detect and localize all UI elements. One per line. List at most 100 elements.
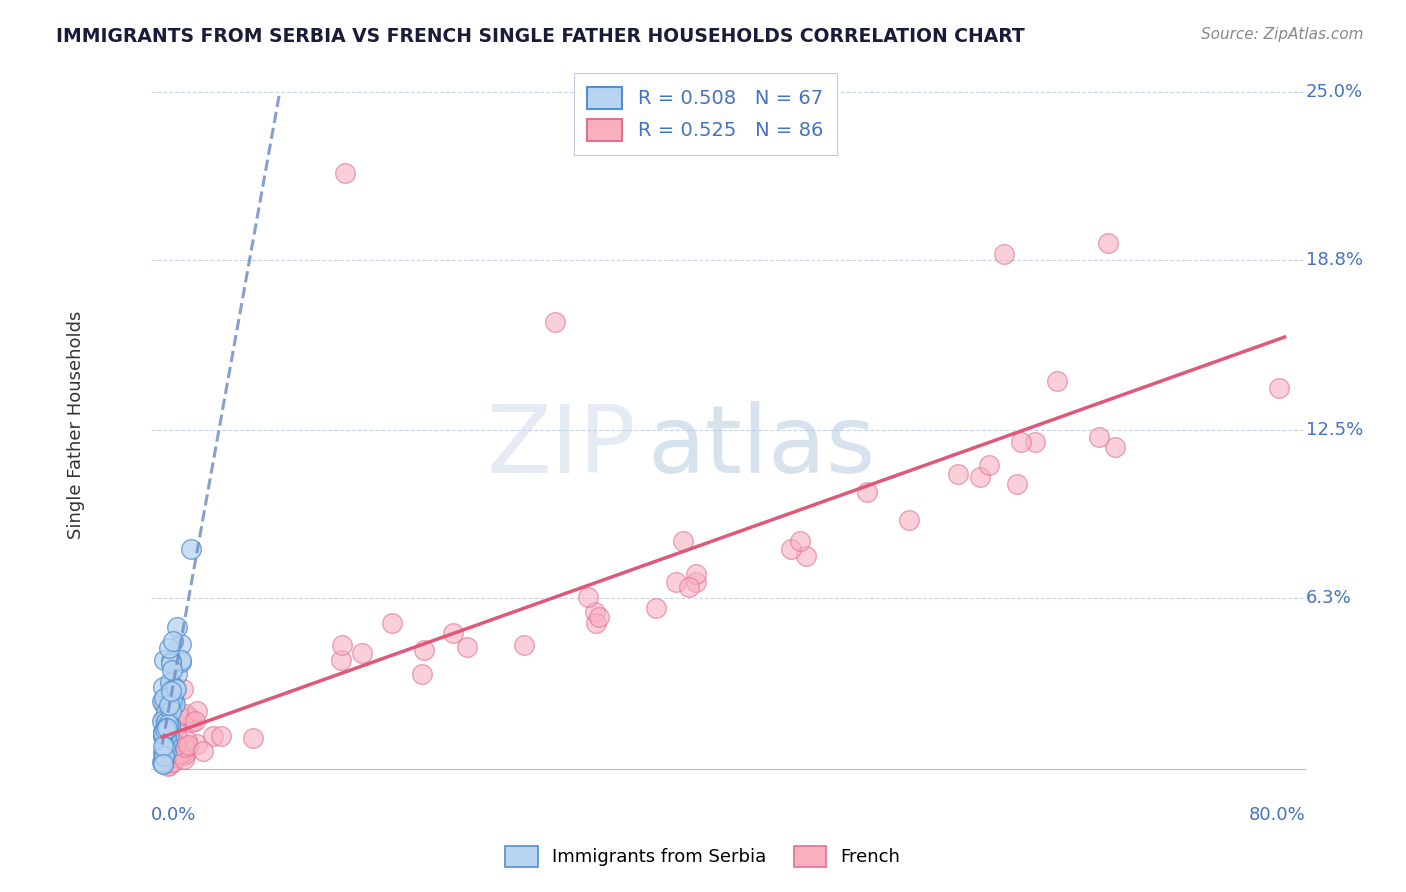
Point bbox=[153, 723, 176, 737]
Point bbox=[1088, 430, 1111, 444]
Point bbox=[176, 738, 198, 752]
Point bbox=[685, 567, 707, 582]
Point bbox=[183, 714, 205, 728]
Point bbox=[585, 616, 607, 631]
Point bbox=[456, 640, 478, 655]
Point bbox=[186, 737, 208, 751]
Point bbox=[155, 714, 177, 729]
Point bbox=[794, 549, 817, 564]
Point bbox=[155, 729, 177, 743]
Point bbox=[155, 721, 177, 735]
Point bbox=[166, 666, 188, 681]
Point bbox=[156, 721, 179, 735]
Point bbox=[165, 697, 187, 711]
Point bbox=[350, 646, 373, 660]
Text: 12.5%: 12.5% bbox=[1306, 421, 1362, 440]
Point bbox=[166, 620, 188, 634]
Point bbox=[159, 695, 181, 709]
Point bbox=[176, 733, 198, 747]
Point bbox=[157, 722, 180, 736]
Point bbox=[333, 166, 356, 180]
Point bbox=[173, 744, 195, 758]
Point bbox=[160, 755, 183, 769]
Point bbox=[153, 757, 176, 772]
Point bbox=[156, 728, 179, 742]
Text: 80.0%: 80.0% bbox=[1249, 806, 1306, 824]
Point bbox=[330, 653, 353, 667]
Point bbox=[152, 714, 174, 728]
Point bbox=[174, 747, 197, 762]
Point bbox=[155, 705, 177, 719]
Point bbox=[152, 739, 174, 754]
Point bbox=[180, 542, 202, 557]
Point bbox=[159, 704, 181, 718]
Point bbox=[202, 729, 225, 743]
Point bbox=[152, 712, 174, 726]
Point bbox=[544, 315, 567, 329]
Text: Source: ZipAtlas.com: Source: ZipAtlas.com bbox=[1201, 27, 1364, 42]
Point bbox=[678, 580, 700, 594]
Point bbox=[153, 653, 176, 667]
Point bbox=[157, 641, 180, 656]
Text: Single Father Households: Single Father Households bbox=[67, 310, 84, 539]
Point bbox=[209, 729, 232, 743]
Point bbox=[153, 716, 176, 731]
Point bbox=[166, 730, 188, 744]
Point bbox=[160, 693, 183, 707]
Legend: Immigrants from Serbia, French: Immigrants from Serbia, French bbox=[498, 838, 908, 874]
Point bbox=[153, 730, 176, 744]
Point bbox=[513, 638, 536, 652]
Point bbox=[162, 755, 184, 769]
Point bbox=[155, 734, 177, 748]
Point bbox=[163, 693, 186, 707]
Point bbox=[1010, 435, 1032, 450]
Text: 6.3%: 6.3% bbox=[1306, 590, 1351, 607]
Point bbox=[169, 747, 191, 762]
Point bbox=[156, 720, 179, 734]
Point bbox=[155, 714, 177, 729]
Point bbox=[155, 722, 177, 736]
Point bbox=[856, 485, 879, 500]
Point bbox=[153, 691, 176, 706]
Point bbox=[898, 512, 921, 526]
Point bbox=[159, 674, 181, 689]
Point bbox=[977, 458, 1000, 472]
Point bbox=[411, 666, 433, 681]
Point bbox=[157, 758, 180, 772]
Point bbox=[152, 755, 174, 769]
Point bbox=[576, 590, 599, 604]
Point bbox=[163, 721, 186, 735]
Point bbox=[1097, 236, 1119, 251]
Point bbox=[160, 682, 183, 697]
Text: IMMIGRANTS FROM SERBIA VS FRENCH SINGLE FATHER HOUSEHOLDS CORRELATION CHART: IMMIGRANTS FROM SERBIA VS FRENCH SINGLE … bbox=[56, 27, 1025, 45]
Point bbox=[672, 533, 695, 548]
Point bbox=[165, 739, 187, 753]
Point bbox=[1024, 434, 1046, 449]
Point bbox=[160, 657, 183, 671]
Point bbox=[157, 748, 180, 763]
Point bbox=[157, 714, 180, 728]
Point bbox=[163, 681, 186, 695]
Point bbox=[152, 756, 174, 770]
Point bbox=[152, 728, 174, 742]
Point bbox=[157, 713, 180, 727]
Point bbox=[1045, 374, 1067, 388]
Point bbox=[381, 615, 404, 630]
Text: 18.8%: 18.8% bbox=[1306, 251, 1362, 268]
Point bbox=[152, 757, 174, 772]
Point bbox=[162, 633, 184, 648]
Point bbox=[152, 696, 174, 710]
Point bbox=[153, 748, 176, 763]
Point bbox=[152, 725, 174, 739]
Point bbox=[588, 610, 610, 624]
Point bbox=[172, 682, 194, 697]
Point bbox=[583, 605, 606, 619]
Point bbox=[441, 626, 464, 640]
Point bbox=[155, 745, 177, 759]
Legend: R = 0.508   N = 67, R = 0.525   N = 86: R = 0.508 N = 67, R = 0.525 N = 86 bbox=[574, 73, 837, 155]
Point bbox=[993, 247, 1015, 261]
Point bbox=[946, 467, 969, 481]
Point bbox=[153, 731, 176, 746]
Point bbox=[157, 698, 180, 713]
Point bbox=[330, 638, 353, 652]
